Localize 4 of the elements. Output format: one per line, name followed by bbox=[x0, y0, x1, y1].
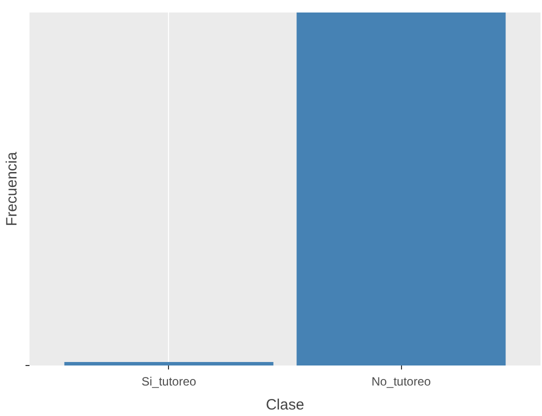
y-axis-title: Frecuencia bbox=[4, 151, 20, 226]
x-axis-title: Clase bbox=[266, 396, 304, 414]
x-tick-label: Si_tutoreo bbox=[142, 374, 197, 388]
x-tick-label: No_tutoreo bbox=[371, 374, 432, 388]
